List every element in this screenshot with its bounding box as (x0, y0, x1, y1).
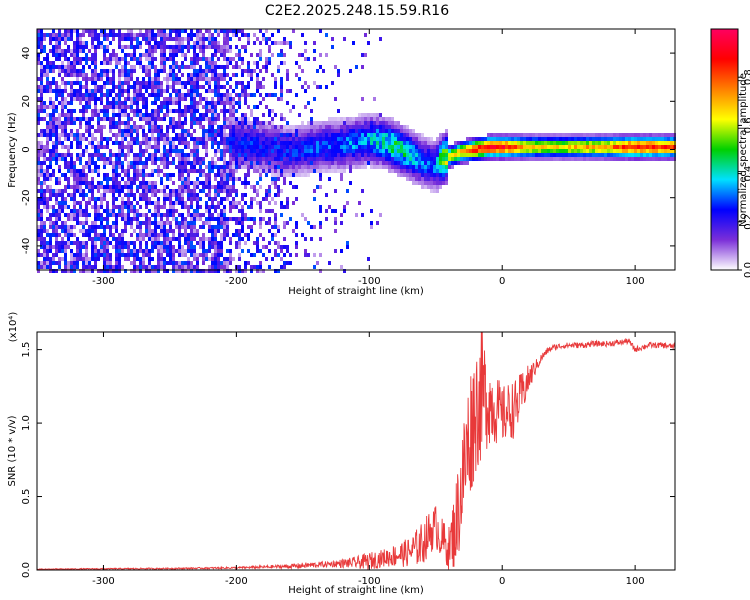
snr-panel: -300 -200 -100 0 100 0.0 0.5 1.0 1.5 Height of s… (7, 312, 676, 596)
snr-axes: -300 -200 -100 0 100 0.0 0.5 1.0 1.5 (21, 332, 675, 587)
spectrogram-y-tick-label: 0 (21, 146, 32, 152)
spectrogram-y-tick: -20 (21, 190, 675, 206)
colorbar-tick: 0.2 (738, 214, 750, 230)
snr-x-tick: 100 (626, 332, 645, 587)
figure-title: C2E2.2025.248.15.59.R16 (265, 3, 449, 19)
snr-x-tick: -100 (358, 332, 381, 587)
colorbar-tick: 0.8 (738, 69, 750, 85)
snr-x-tick-label: 0 (499, 576, 505, 587)
spectrogram-y-tick: 40 (21, 47, 675, 60)
spectrogram-x-tick: 0 (499, 29, 505, 287)
spectrogram-x-tick: -200 (225, 29, 248, 287)
snr-x-tick-label: -300 (92, 576, 115, 587)
spectrogram-x-tick-label: -200 (225, 276, 248, 287)
colorbar-tick: 0.0 (738, 262, 750, 278)
snr-x-tick-label: -100 (358, 576, 381, 587)
snr-y-tick-label: 1.0 (21, 415, 32, 431)
snr-x-label: Height of straight line (km) (288, 585, 424, 596)
spectrogram-image (37, 29, 676, 273)
colorbar-tick: 0.6 (738, 117, 750, 133)
spectrogram-x-tick-label: -100 (358, 276, 381, 287)
spectrogram-x-tick-label: -300 (92, 276, 115, 287)
spectrogram-y-tick: -40 (21, 238, 675, 254)
colorbar-label: Normalized spectral amplitude (738, 73, 749, 227)
snr-y-tick: 0.0 (21, 562, 675, 578)
spectrogram-y-tick: 0 (21, 146, 675, 153)
snr-series-line (37, 332, 675, 570)
snr-x-tick-label: -200 (225, 576, 248, 587)
snr-y-label: SNR (10 * v/v) (7, 415, 18, 486)
snr-y-tick: 1.5 (21, 342, 675, 358)
spectrogram-x-tick: 100 (626, 29, 645, 287)
snr-y-tick-label: 1.5 (21, 342, 32, 358)
colorbar-gradient (710, 28, 739, 271)
colorbar-axes: 0.0 0.2 0.4 0.6 0.8 (738, 69, 750, 278)
snr-y-tick-label: 0.0 (21, 562, 32, 578)
spectrogram-y-tick-label: -20 (21, 190, 32, 206)
snr-y-tick: 0.5 (21, 489, 675, 505)
colorbar-tick-label: 0.6 (743, 117, 750, 133)
spectrogram-y-tick: 20 (21, 95, 675, 108)
spectrogram-x-tick-label: 0 (499, 276, 505, 287)
spectrogram-x-tick: -100 (358, 29, 381, 287)
spectrogram-x-tick-label: 100 (626, 276, 645, 287)
spectrogram-x-label: Height of straight line (km) (288, 286, 424, 297)
spectrogram-y-label: Frequency (Hz) (7, 112, 18, 188)
snr-y-tick: 1.0 (21, 415, 675, 431)
colorbar-tick-label: 0.4 (743, 166, 750, 182)
snr-frame (36, 331, 676, 571)
colorbar: 0.0 0.2 0.4 0.6 0.8 Normalized spectral ampl… (710, 28, 750, 278)
colorbar-tick-label: 0.2 (743, 214, 750, 230)
colorbar-tick-label: 0.8 (743, 69, 750, 85)
spectrogram-y-tick-label: 20 (21, 95, 32, 108)
snr-x-tick: 0 (499, 332, 505, 587)
snr-y-tick-label: 0.5 (21, 489, 32, 505)
snr-x-tick: -200 (225, 332, 248, 587)
spectrogram-y-tick-label: 40 (21, 47, 32, 60)
snr-x-tick: -300 (92, 332, 115, 587)
colorbar-tick: 0.4 (738, 166, 750, 182)
colorbar-tick-label: 0.0 (743, 262, 750, 278)
spectrogram-x-tick: -300 (92, 29, 115, 287)
snr-x-tick-label: 100 (626, 576, 645, 587)
snr-y-multiplier: (x10⁴) (8, 312, 19, 343)
spectrogram-y-tick-label: -40 (21, 238, 32, 254)
